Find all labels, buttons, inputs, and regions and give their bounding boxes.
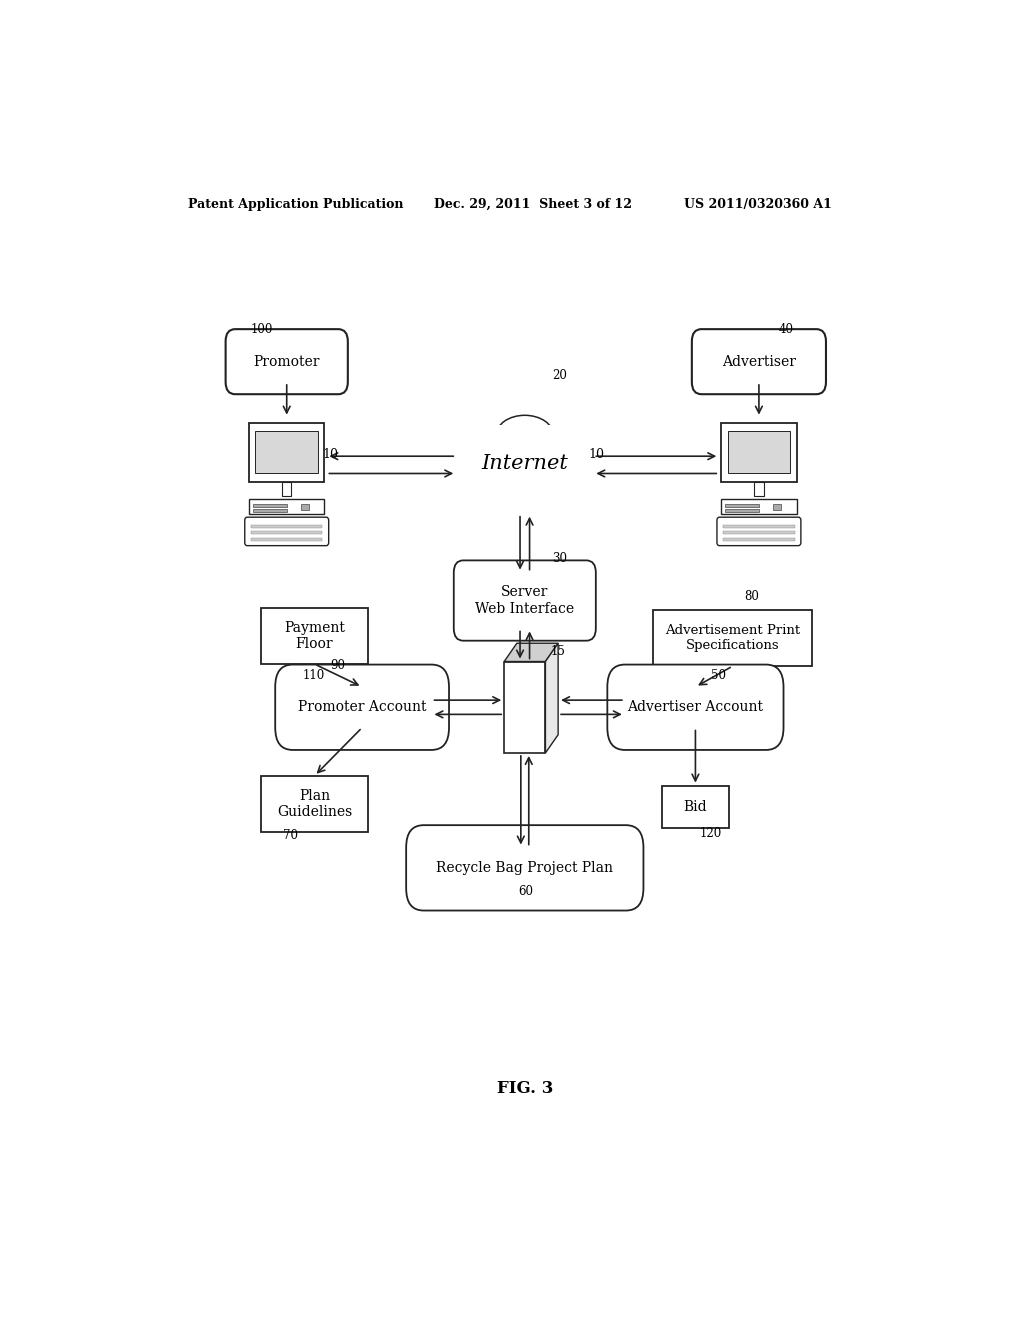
Text: 120: 120 [699, 828, 722, 841]
Bar [249, 422, 325, 482]
Bar [754, 482, 764, 496]
Text: Internet: Internet [481, 454, 568, 473]
Bar [301, 504, 309, 510]
Text: Payment
Floor: Payment Floor [284, 620, 345, 651]
Text: Advertiser Account: Advertiser Account [628, 700, 764, 714]
Text: Patent Application Publication: Patent Application Publication [187, 198, 403, 211]
Ellipse shape [454, 449, 492, 475]
Text: 70: 70 [283, 829, 298, 842]
Bar [261, 776, 368, 832]
Text: Dec. 29, 2011  Sheet 3 of 12: Dec. 29, 2011 Sheet 3 of 12 [433, 198, 632, 211]
FancyBboxPatch shape [407, 825, 643, 911]
Bar [253, 510, 287, 512]
Bar [653, 610, 812, 667]
Text: 50: 50 [712, 669, 726, 682]
Bar [504, 661, 546, 752]
Text: 10: 10 [323, 449, 338, 461]
Bar [253, 504, 287, 507]
Text: Promoter: Promoter [254, 355, 319, 368]
FancyBboxPatch shape [607, 664, 783, 750]
Text: FIG. 3: FIG. 3 [497, 1080, 553, 1097]
Text: 80: 80 [744, 590, 760, 602]
Text: US 2011/0320360 A1: US 2011/0320360 A1 [684, 198, 831, 211]
Bar [261, 609, 368, 664]
Text: 20: 20 [553, 370, 567, 381]
Bar [251, 525, 323, 528]
Ellipse shape [497, 416, 553, 455]
Bar [721, 422, 797, 482]
Text: Promoter Account: Promoter Account [298, 700, 426, 714]
Bar [255, 430, 318, 474]
Bar [728, 430, 791, 474]
Text: Recycle Bag Project Plan: Recycle Bag Project Plan [436, 861, 613, 875]
Text: 40: 40 [779, 323, 794, 337]
Ellipse shape [532, 434, 574, 463]
Text: 100: 100 [251, 323, 273, 337]
FancyBboxPatch shape [692, 329, 826, 395]
Ellipse shape [475, 434, 517, 463]
FancyBboxPatch shape [225, 329, 348, 395]
Bar [282, 482, 292, 496]
Text: Advertiser: Advertiser [722, 355, 796, 368]
Bar [251, 537, 323, 541]
Text: 15: 15 [551, 645, 566, 659]
FancyBboxPatch shape [245, 517, 329, 545]
Bar [725, 504, 759, 507]
FancyBboxPatch shape [454, 561, 596, 640]
Text: Server
Web Interface: Server Web Interface [475, 586, 574, 615]
Bar [721, 499, 797, 515]
Bar [773, 504, 781, 510]
Text: 30: 30 [553, 552, 567, 565]
Text: 10: 10 [588, 449, 604, 461]
Bar [251, 532, 323, 535]
Bar [723, 537, 795, 541]
Bar [662, 785, 729, 828]
Text: 110: 110 [303, 669, 325, 682]
Bar [433, 425, 616, 498]
Ellipse shape [538, 461, 580, 490]
Text: Bid: Bid [684, 800, 708, 814]
Ellipse shape [558, 449, 596, 475]
Bar [723, 525, 795, 528]
Ellipse shape [470, 461, 512, 490]
Text: 90: 90 [331, 659, 345, 672]
Text: Advertisement Print
Specifications: Advertisement Print Specifications [666, 624, 801, 652]
Bar [725, 510, 759, 512]
Ellipse shape [504, 461, 546, 490]
Polygon shape [546, 643, 558, 752]
Bar [723, 532, 795, 535]
Bar [249, 499, 325, 515]
Text: 60: 60 [518, 886, 534, 899]
Text: Plan
Guidelines: Plan Guidelines [276, 789, 352, 818]
FancyBboxPatch shape [717, 517, 801, 545]
Polygon shape [504, 643, 558, 661]
FancyBboxPatch shape [275, 664, 449, 750]
